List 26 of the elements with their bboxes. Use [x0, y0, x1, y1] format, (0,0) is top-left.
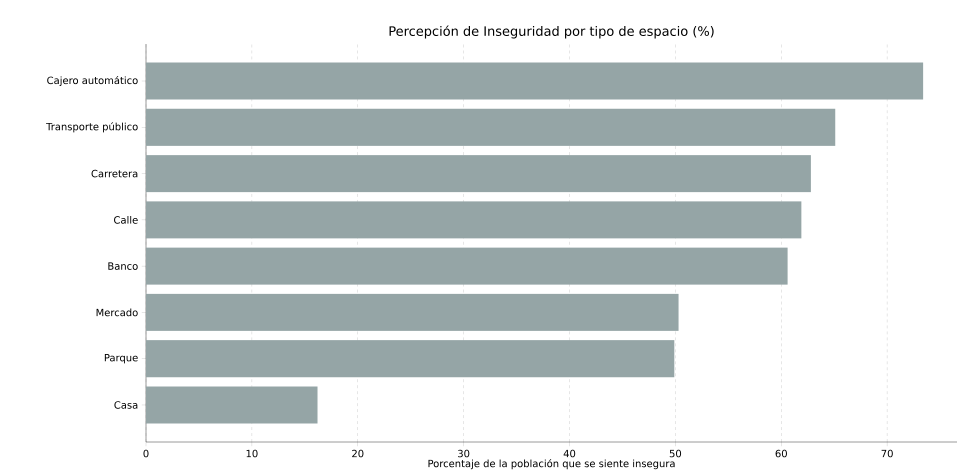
y-tick-label: Casa — [114, 401, 138, 409]
x-tick-label: 0 — [143, 450, 149, 458]
x-tick-label: 40 — [564, 450, 576, 458]
y-tick-label: Parque — [104, 354, 138, 364]
chart-title: Percepción de Inseguridad por tipo de espacio (%) — [390, 25, 714, 38]
y-tick-label: Calle — [114, 216, 138, 224]
bar — [146, 108, 836, 146]
y-tick-label: Mercado — [96, 308, 138, 316]
bar — [146, 248, 788, 285]
x-tick-label: 10 — [246, 450, 258, 458]
x-tick-label: 30 — [458, 450, 470, 458]
x-tick-label: 60 — [776, 450, 787, 458]
bar — [146, 62, 924, 100]
y-tick-label: Carretera — [92, 170, 138, 178]
x-tick-label: 20 — [352, 450, 364, 458]
y-tick-label: Banco — [108, 262, 138, 270]
y-tick-label: Transporte público — [46, 122, 138, 132]
x-axis-title: Porcentaje de la población que se siente insegura — [428, 459, 675, 470]
x-tick-label: 70 — [882, 450, 893, 458]
bar — [146, 340, 674, 378]
y-tick-label: Cajero automático — [47, 76, 138, 86]
x-tick-label: 50 — [670, 450, 682, 458]
bar — [146, 386, 318, 424]
bar — [146, 155, 811, 192]
bar — [146, 294, 679, 331]
bar — [146, 201, 802, 238]
